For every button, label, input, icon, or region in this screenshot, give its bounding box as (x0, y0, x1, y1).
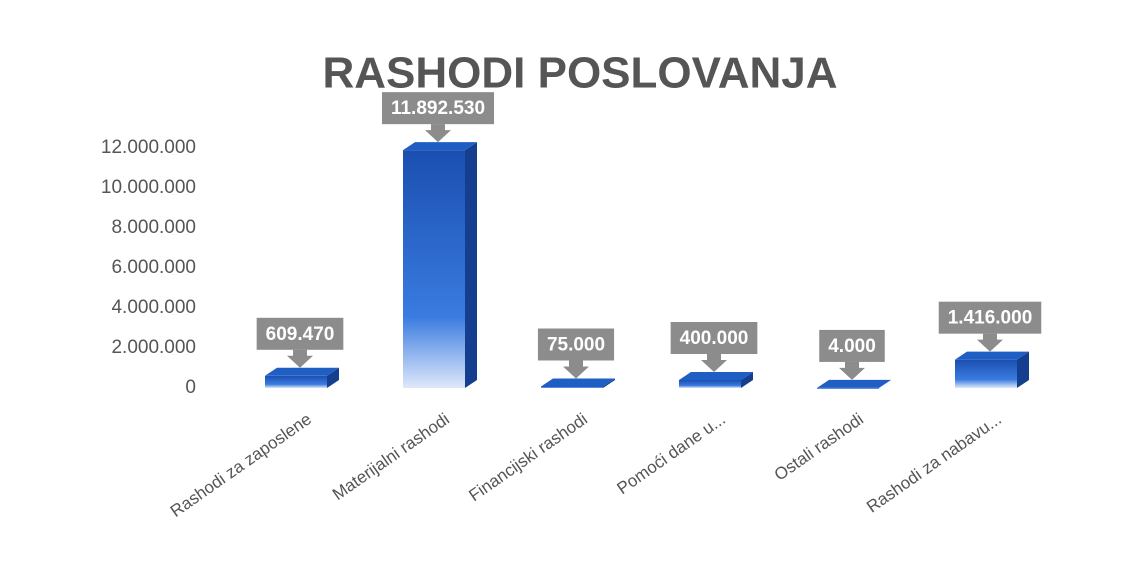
y-tick-label: 4.000.000 (111, 297, 196, 318)
data-label: 400.000 (670, 322, 758, 372)
data-label-text: 75.000 (547, 335, 605, 356)
data-label-arrow (701, 354, 727, 372)
data-label: 609.470 (256, 317, 344, 368)
data-label: 1.416.000 (938, 301, 1042, 352)
chart-title: RASHODI POSLOVANJA (322, 49, 837, 98)
bar (403, 150, 465, 388)
y-tick-label: 0 (185, 377, 196, 398)
data-label-box (819, 329, 885, 362)
bar-side (603, 378, 615, 388)
data-label-box (381, 92, 495, 125)
x-tick-label: Materijalni rashodi (329, 409, 453, 504)
data-label-text: 1.416.000 (948, 308, 1033, 329)
bar-top (265, 367, 339, 376)
data-label: 75.000 (537, 328, 615, 379)
data-label-box (670, 322, 758, 354)
data-label-arrow (839, 361, 865, 380)
x-tick-label: Rashodi za zaposlene (167, 409, 315, 521)
bar (541, 386, 603, 388)
x-tick-label: Financijski rashodi (465, 409, 590, 505)
bar-side (465, 142, 477, 388)
data-label-text: 609.470 (266, 324, 335, 345)
bar-top (679, 372, 753, 380)
x-tick-label: Rashodi za nabavu... (863, 409, 1005, 516)
data-label-arrow (287, 349, 313, 368)
data-label-box (938, 301, 1042, 334)
bar-side (1017, 351, 1029, 388)
bar (955, 359, 1017, 388)
data-label: 11.892.530 (381, 92, 495, 143)
y-tick-label: 6.000.000 (111, 257, 196, 278)
data-label-text: 400.000 (680, 328, 749, 349)
data-label-box (256, 317, 344, 350)
y-tick-label: 2.000.000 (111, 337, 196, 358)
x-tick-label: Pomoći dane u... (613, 409, 728, 498)
bar-top (955, 351, 1029, 360)
bar-side (879, 379, 891, 388)
y-tick-label: 8.000.000 (111, 217, 196, 238)
bar-top (817, 379, 891, 388)
data-label-box (537, 328, 615, 361)
bar (265, 375, 327, 388)
data-label-arrow (977, 333, 1003, 352)
bar-side (741, 372, 753, 388)
data-label: 4.000 (819, 329, 885, 380)
bar-side (327, 367, 339, 388)
y-tick-label: 12.000.000 (101, 137, 196, 158)
bar (679, 380, 741, 388)
x-tick-label: Ostali rashodi (771, 409, 867, 484)
data-label-arrow (563, 360, 589, 379)
bar (817, 387, 879, 389)
bar-top (403, 142, 477, 151)
y-tick-label: 10.000.000 (101, 177, 196, 198)
data-label-arrow (425, 124, 451, 143)
data-label-text: 4.000 (828, 336, 876, 357)
data-label-text: 11.892.530 (391, 98, 485, 119)
bar-top (541, 378, 615, 387)
